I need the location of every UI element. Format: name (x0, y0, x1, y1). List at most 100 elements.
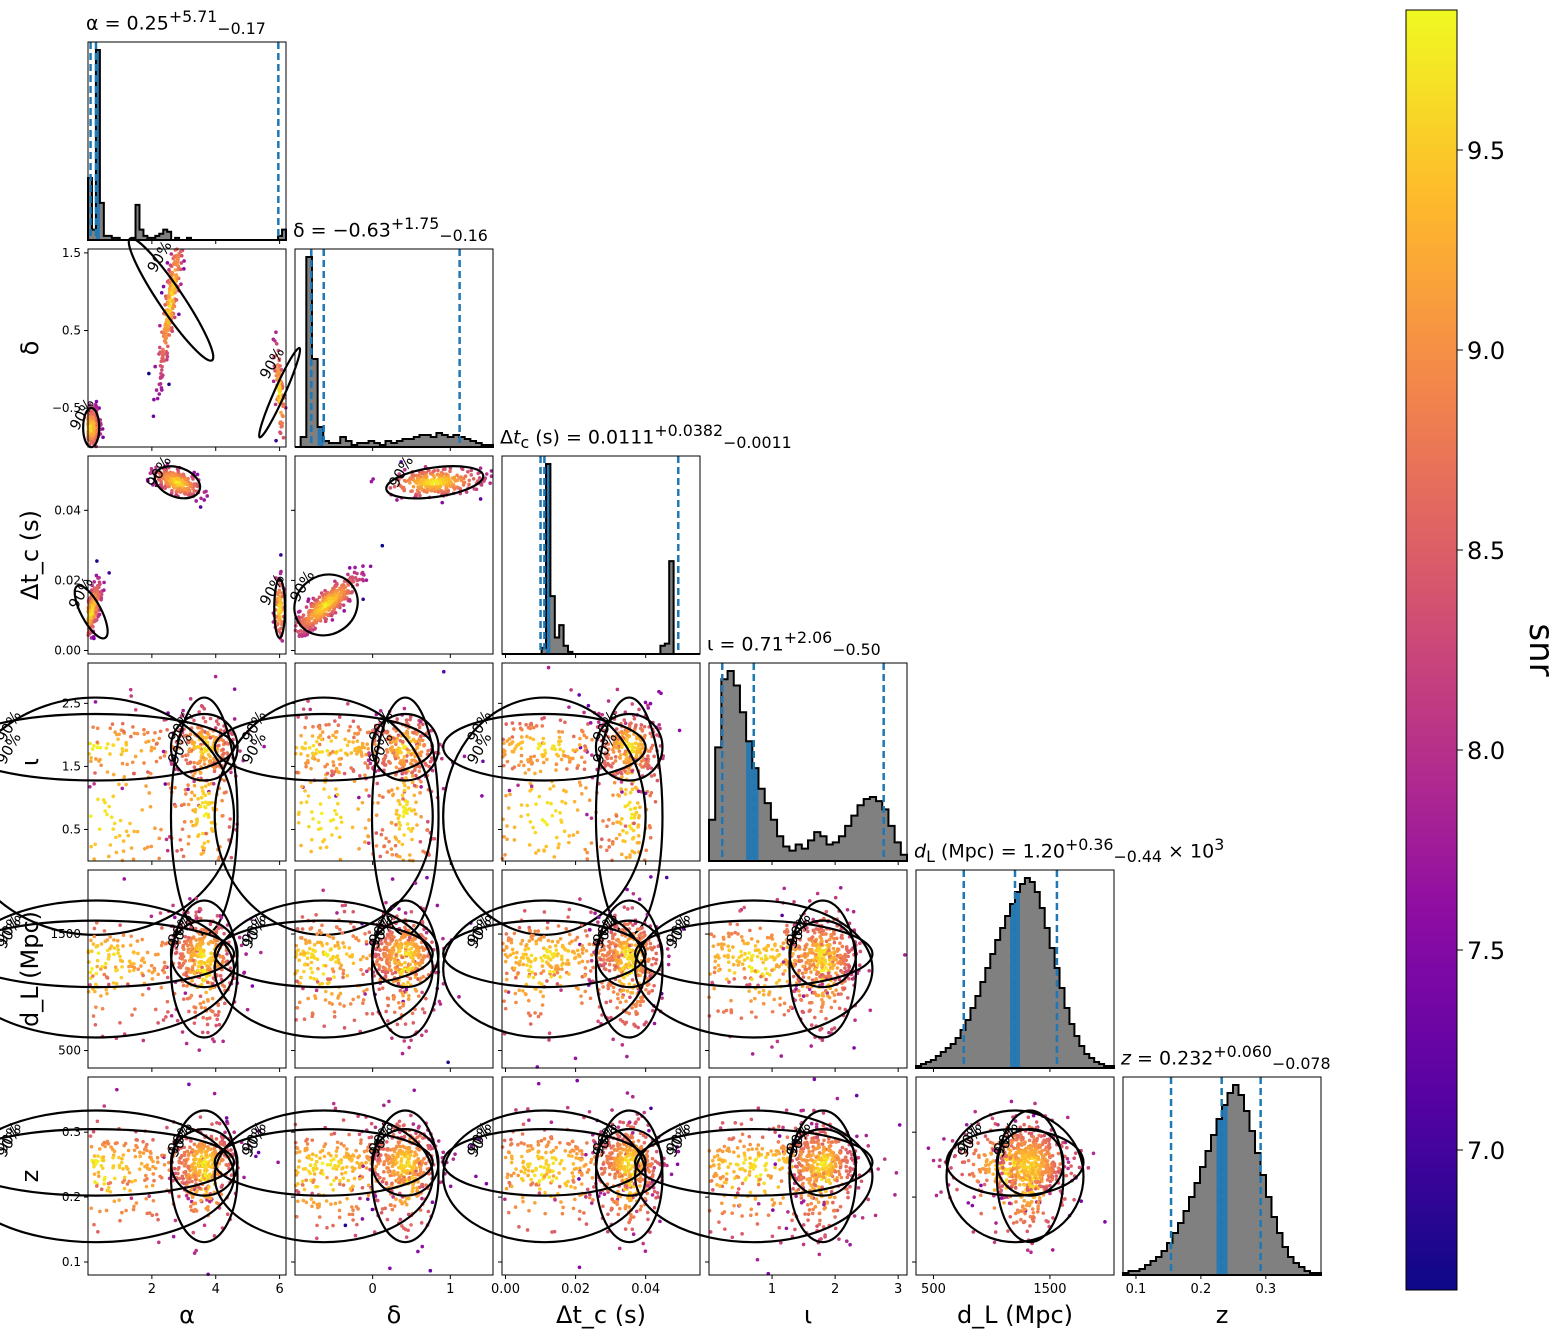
scatter-point (312, 976, 316, 981)
scatter-point (112, 938, 116, 942)
scatter-point (588, 969, 593, 973)
scatter-point (202, 841, 207, 846)
scatter-point (340, 589, 344, 593)
scatter-point (306, 597, 311, 601)
scatter-point (636, 825, 640, 829)
scatter-point (380, 543, 385, 548)
scatter-point (407, 1045, 411, 1050)
scatter-point (201, 953, 205, 957)
scatter-point (166, 344, 170, 349)
scatter-point (403, 806, 407, 811)
scatter-point (389, 847, 394, 851)
scatter-point (583, 847, 588, 852)
scatter-point (90, 415, 95, 420)
scatter-point (523, 771, 528, 775)
scatter-point (632, 821, 636, 826)
scatter-point (149, 844, 154, 849)
scatter-point (303, 789, 307, 793)
scatter-point (165, 848, 170, 853)
scatter-point (133, 754, 138, 759)
y-tick-label: 0.00 (54, 643, 81, 657)
scatter-point (95, 726, 100, 731)
scatter-point (341, 971, 346, 976)
scatter-point (397, 827, 402, 831)
scatter-point (542, 946, 546, 950)
scatter-point (350, 577, 355, 581)
scatter-point (341, 975, 345, 980)
scatter-point (194, 910, 199, 914)
scatter-point (516, 783, 520, 788)
scatter-point (151, 414, 156, 419)
scatter-point (91, 942, 96, 946)
scatter-point (352, 735, 356, 740)
scatter-point (170, 488, 174, 493)
scatter-point (212, 1039, 216, 1044)
scatter-point (331, 969, 336, 974)
scatter-point (89, 814, 93, 818)
scatter-point (414, 800, 418, 805)
scatter-point (420, 990, 424, 995)
scatter-point (305, 956, 310, 961)
scatter-point (221, 1039, 225, 1044)
scatter-point (126, 833, 131, 838)
scatter-point (567, 834, 572, 838)
scatter-point (95, 745, 100, 750)
scatter-point (173, 268, 178, 272)
scatter-point (337, 960, 341, 965)
scatter-point (382, 844, 386, 849)
scatter-point (583, 748, 587, 753)
scatter-point (310, 837, 314, 842)
scatter-point (519, 759, 523, 764)
scatter-point (558, 718, 563, 722)
scatter-point (305, 753, 310, 758)
scatter-point (193, 1010, 197, 1014)
scatter-point (504, 722, 509, 726)
scatter-point (519, 814, 523, 819)
scatter-point (111, 827, 116, 831)
scatter-point (353, 731, 357, 736)
scatter-point (401, 814, 406, 819)
scatter-point (589, 841, 594, 845)
scatter-point (589, 816, 594, 820)
scatter-point (630, 978, 635, 982)
scatter-point (93, 842, 97, 847)
scatter-point (180, 253, 184, 258)
scatter-point (420, 1007, 425, 1011)
scatter-point (198, 804, 203, 809)
scatter-point (206, 1030, 210, 1035)
scatter-point (95, 585, 100, 590)
scatter-point (296, 820, 301, 825)
scatter-point (162, 339, 167, 343)
scatter-point (129, 846, 134, 850)
scatter-point (647, 763, 651, 768)
scatter-point (200, 785, 204, 790)
scatter-point (205, 494, 210, 498)
panel-delta-iota: 90%90%90%90% (213, 662, 494, 936)
scatter-point (462, 480, 466, 485)
scatter-point (636, 789, 641, 794)
scatter-point (391, 751, 396, 755)
scatter-point (632, 745, 637, 750)
scatter-point (172, 254, 177, 259)
scatter-point (218, 974, 223, 978)
scatter-point (366, 841, 371, 845)
scatter-point (167, 280, 171, 285)
scatter-point (192, 765, 197, 769)
scatter-point (412, 783, 417, 788)
scatter-point (122, 877, 127, 881)
scatter-point (408, 717, 412, 722)
scatter-point (127, 969, 132, 973)
scatter-point (157, 392, 162, 396)
scatter-point (577, 743, 582, 747)
scatter-point (363, 840, 367, 844)
scatter-point (540, 818, 545, 822)
scatter-point (303, 741, 308, 745)
scatter-point (120, 786, 125, 791)
scatter-point (584, 786, 588, 790)
scatter-point (120, 965, 124, 969)
scatter-point (392, 995, 397, 999)
scatter-point (558, 811, 562, 815)
scatter-point (418, 839, 423, 844)
scatter-point (410, 837, 414, 842)
scatter-point (406, 750, 411, 755)
